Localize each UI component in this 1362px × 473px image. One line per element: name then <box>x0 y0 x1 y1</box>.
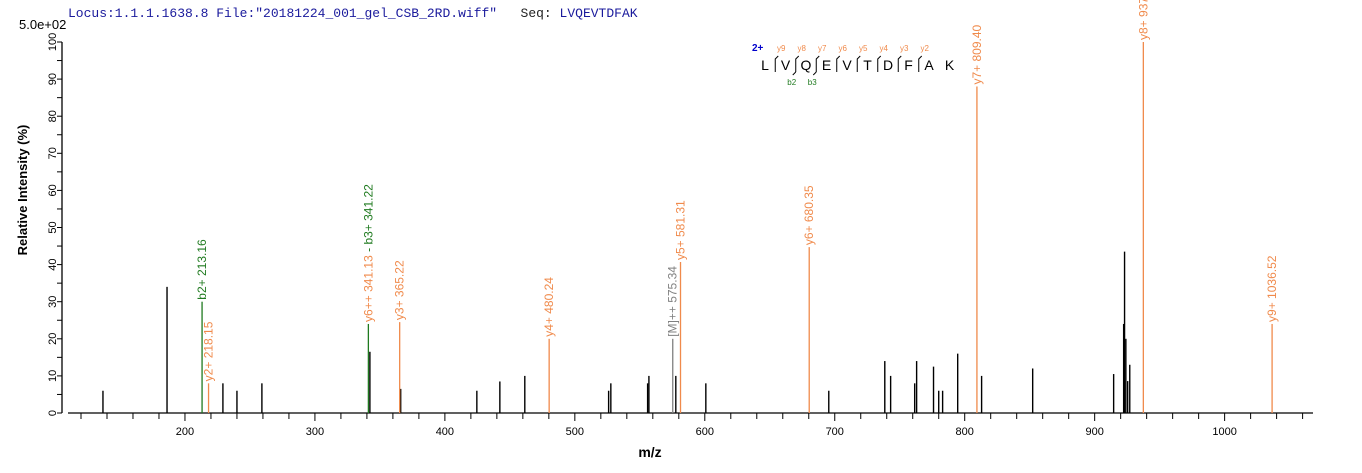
b-cleavage-mark <box>792 71 797 76</box>
x-tick-label: 400 <box>436 426 454 438</box>
charge-state: 2+ <box>752 43 764 54</box>
b-ion-label: b3 <box>808 78 817 87</box>
residue: V <box>842 57 852 73</box>
peak-label: y4+ 480.24 <box>542 277 556 337</box>
x-tick-label: 1000 <box>1212 426 1236 438</box>
y-cleavage-mark <box>918 55 923 72</box>
y-cleavage-mark <box>836 55 841 72</box>
peak-label: y2+ 218.15 <box>202 321 216 381</box>
y-tick-label: 90 <box>47 73 59 85</box>
peak-label: [M]++ 575.34 <box>666 266 680 337</box>
x-tick-label: 700 <box>826 426 844 438</box>
peak-label: y6+ 680.35 <box>802 185 816 245</box>
y-ion-label: y9 <box>777 44 786 53</box>
y-tick-label: 60 <box>47 184 59 196</box>
x-tick-label: 200 <box>176 426 194 438</box>
y-tick-label: 70 <box>47 147 59 159</box>
x-tick-label: 500 <box>566 426 584 438</box>
residue: V <box>781 57 791 73</box>
peak-label: y3+ 365.22 <box>393 260 407 320</box>
y-axis-label: Relative Intensity (%) <box>15 125 30 256</box>
y-tick-label: 80 <box>47 110 59 122</box>
peak-label: y5+ 581.31 <box>674 200 688 260</box>
y-cleavage-mark <box>815 55 820 72</box>
peak-label-y: y6++ 341.13 <box>361 255 375 322</box>
peak-label: y7+ 809.40 <box>970 24 984 84</box>
x-tick-label: 600 <box>696 426 714 438</box>
y-cleavage-mark <box>897 55 902 72</box>
residue: T <box>863 57 872 73</box>
x-tick-label: 800 <box>956 426 974 438</box>
x-axis-label: m/z <box>638 444 661 460</box>
residue: D <box>883 57 893 73</box>
residue: A <box>924 57 934 73</box>
y-ion-label: y3 <box>900 44 909 53</box>
locus-text: Locus:1.1.1.1638.8 <box>68 6 209 21</box>
peak-label-b: - b3+ 341.22 <box>361 184 375 255</box>
y-cleavage-mark <box>795 55 800 72</box>
file-text: File:"20181224_001_gel_CSB_2RD.wiff" <box>216 6 498 21</box>
peak-label: b2+ 213.16 <box>195 239 209 300</box>
intensity-scale-label: 5.0e+02 <box>19 17 67 32</box>
y-tick-label: 100 <box>47 33 59 51</box>
y-ion-label: y7 <box>818 44 827 53</box>
peak-label: y6++ 341.13 - b3+ 341.22 <box>361 184 375 322</box>
b-ion-label: b2 <box>787 78 796 87</box>
residue: L <box>761 57 769 73</box>
y-cleavage-mark <box>877 55 882 72</box>
x-tick-label: 300 <box>306 426 324 438</box>
y-tick-label: 0 <box>47 410 59 416</box>
seq-label: Seq: <box>520 6 552 21</box>
y-tick-label: 50 <box>47 221 59 233</box>
residue: Q <box>801 57 812 73</box>
y-ion-label: y6 <box>839 44 848 53</box>
y-ion-label: y8 <box>798 44 807 53</box>
b-cleavage-mark <box>812 71 817 76</box>
peak-label: y8+ 937.45 <box>1136 0 1150 40</box>
y-tick-label: 30 <box>47 296 59 308</box>
y-ion-label: y4 <box>880 44 889 53</box>
y-tick-label: 10 <box>47 370 59 382</box>
residue: F <box>904 57 913 73</box>
sequence-text: LVQEVTDFAK <box>559 6 638 21</box>
residue: K <box>945 57 955 73</box>
spectrum-header: Locus:1.1.1.1638.8 File:"20181224_001_ge… <box>68 6 638 21</box>
y-tick-label: 20 <box>47 333 59 345</box>
y-cleavage-mark <box>856 55 861 72</box>
residue: E <box>822 57 831 73</box>
y-ion-label: y5 <box>859 44 868 53</box>
y-cleavage-mark <box>774 55 779 72</box>
x-tick-label: 900 <box>1085 426 1103 438</box>
y-tick-label: 40 <box>47 258 59 270</box>
y-ion-label: y2 <box>921 44 930 53</box>
peak-label: y9+ 1036.52 <box>1265 255 1279 322</box>
